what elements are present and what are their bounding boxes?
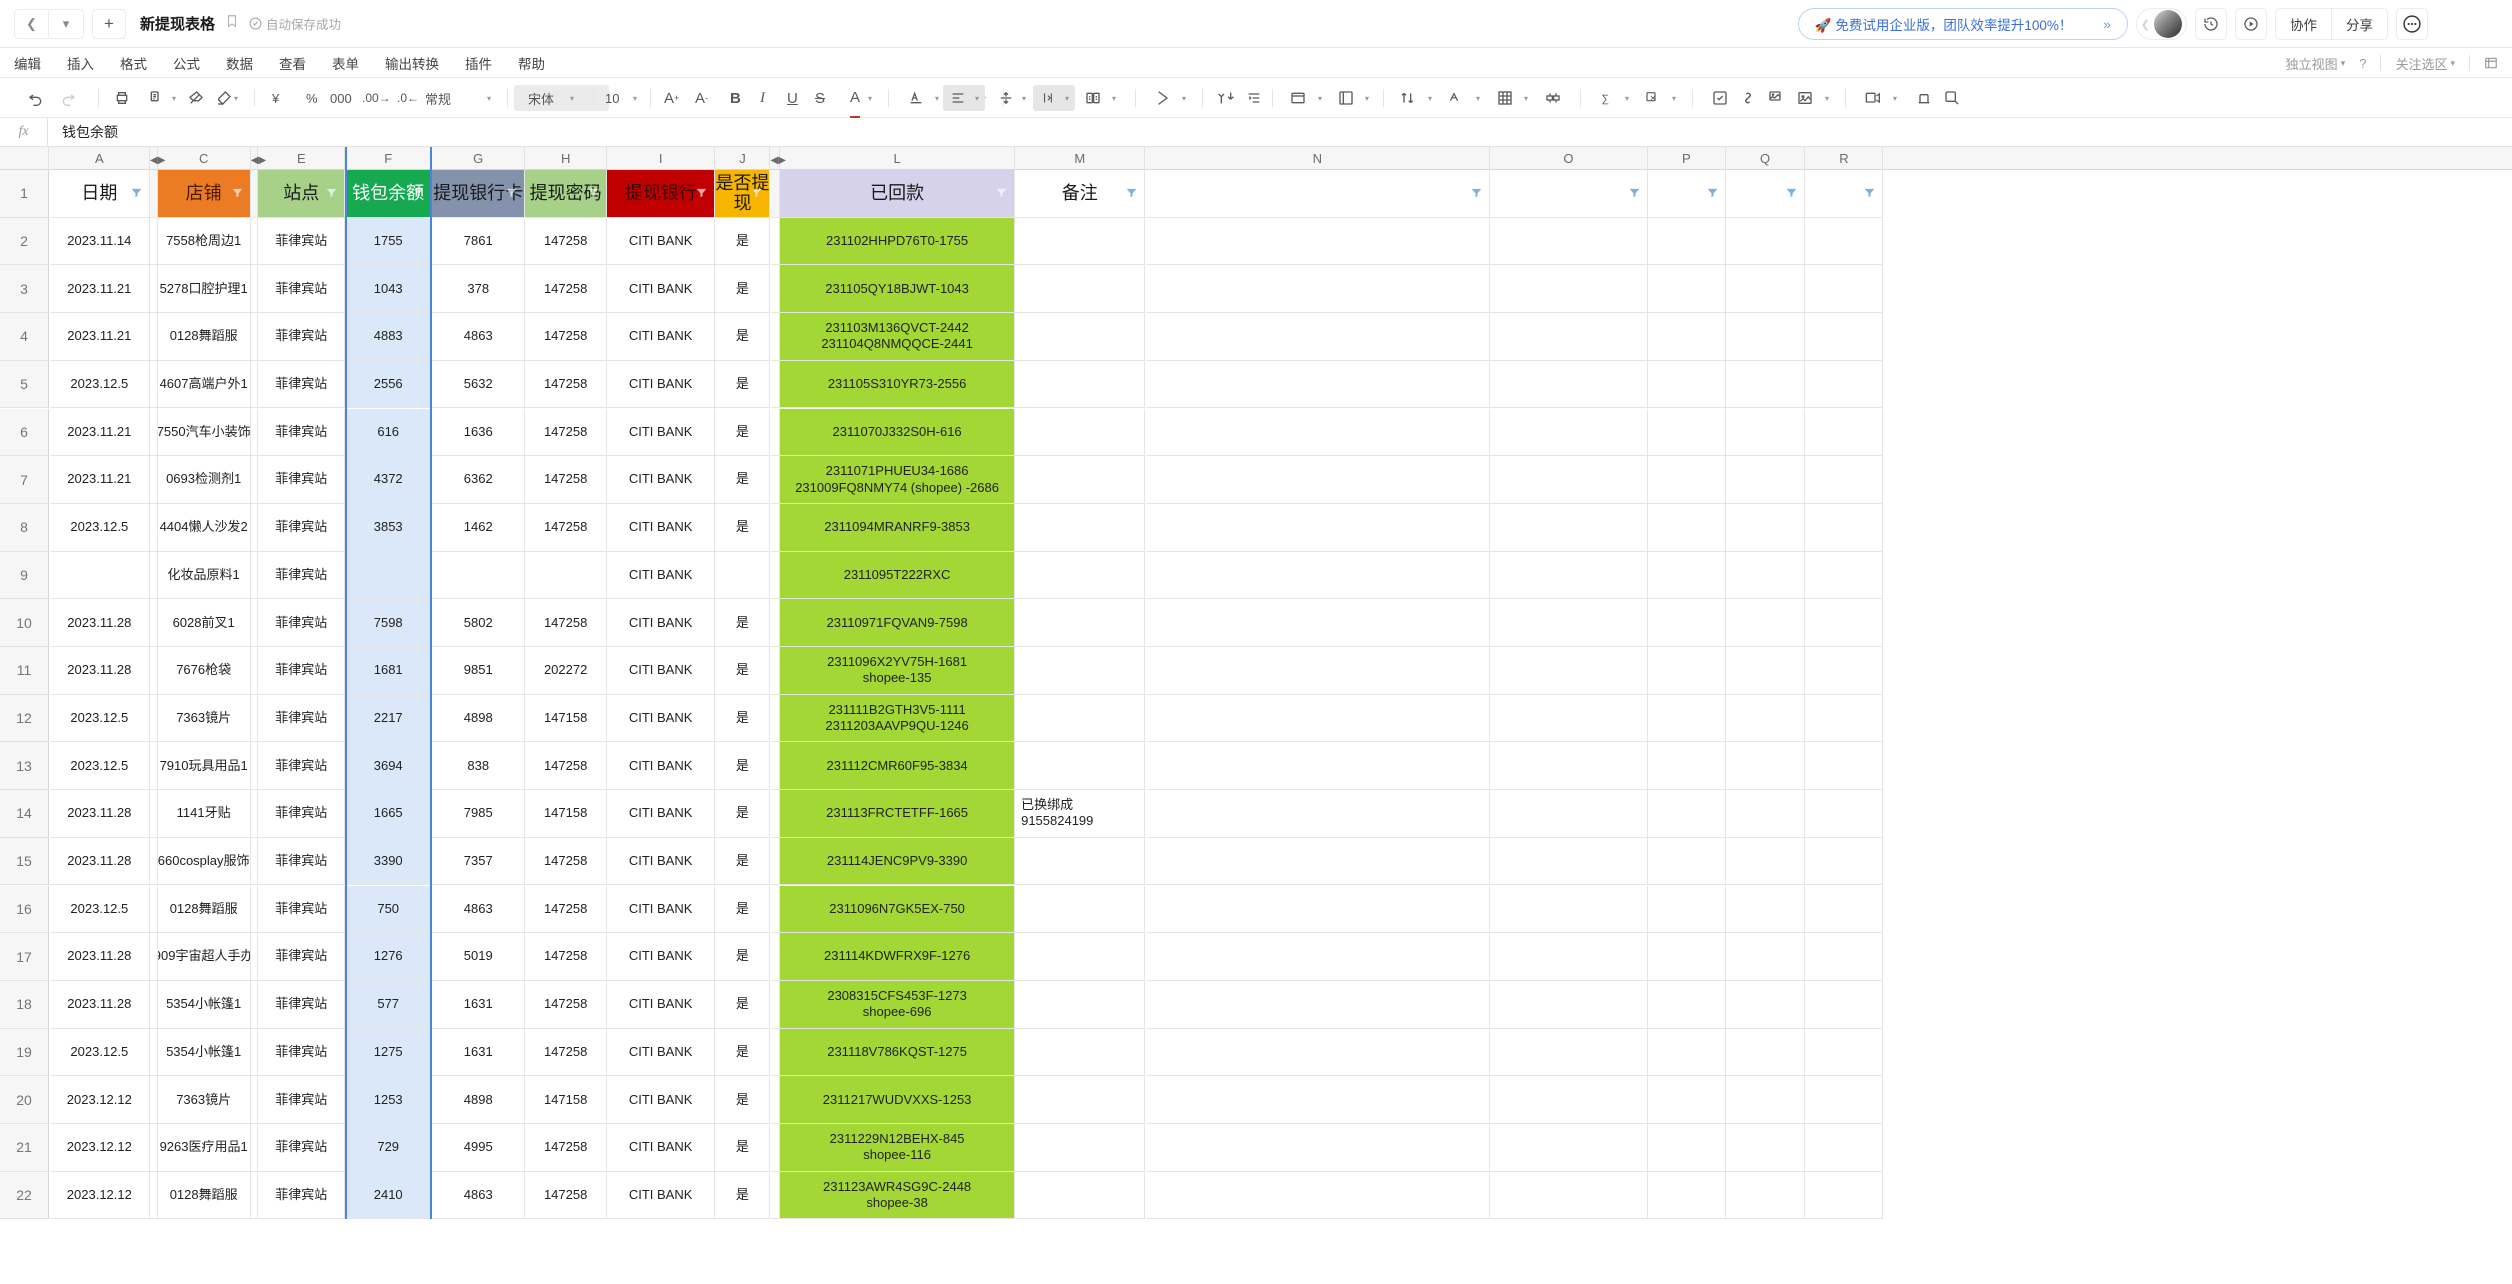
svg-text:∑: ∑	[1601, 93, 1609, 105]
